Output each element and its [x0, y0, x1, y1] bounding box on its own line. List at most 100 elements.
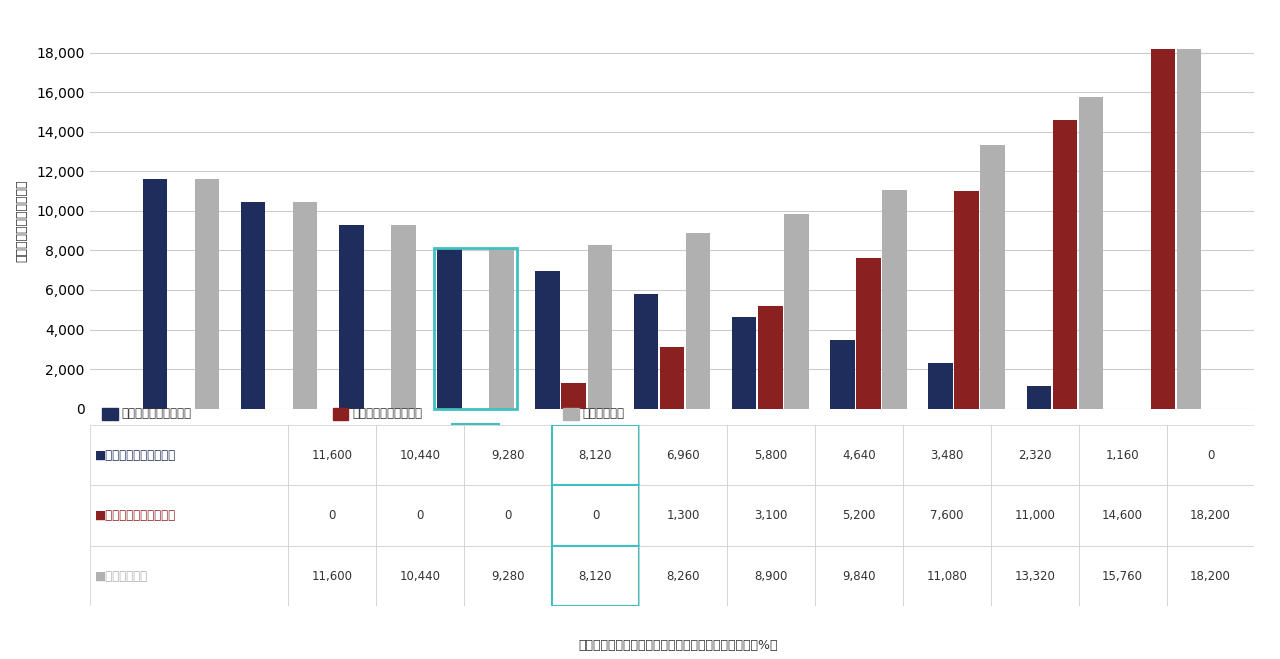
- Text: 2,320: 2,320: [1018, 449, 1051, 462]
- Text: 9,840: 9,840: [842, 569, 876, 583]
- Bar: [463, 425, 552, 486]
- Bar: [376, 425, 463, 486]
- Bar: [1079, 97, 1103, 409]
- Bar: [90, 425, 288, 486]
- Bar: [640, 425, 727, 486]
- Bar: [1151, 49, 1175, 409]
- Text: 9,280: 9,280: [492, 449, 525, 462]
- Text: 13,320: 13,320: [1014, 569, 1055, 583]
- Bar: [463, 486, 552, 546]
- Text: 1,160: 1,160: [1106, 449, 1139, 462]
- Bar: [552, 486, 640, 546]
- Text: 90,000: 90,000: [1043, 426, 1087, 438]
- Text: 20%: 20%: [364, 442, 392, 455]
- Bar: [732, 317, 756, 409]
- Bar: [241, 202, 265, 409]
- Bar: [980, 145, 1005, 409]
- Bar: [535, 271, 561, 409]
- Bar: [562, 383, 586, 409]
- Bar: [489, 248, 513, 409]
- Text: ■一次相続時の納付税額: ■一次相続時の納付税額: [96, 449, 177, 462]
- Bar: [634, 294, 658, 409]
- Bar: [195, 179, 219, 409]
- Bar: [463, 546, 552, 606]
- Text: 18,200: 18,200: [1190, 509, 1231, 522]
- Bar: [376, 546, 463, 606]
- Text: 10,000: 10,000: [257, 426, 301, 438]
- Bar: [727, 425, 815, 486]
- Text: 11,600: 11,600: [311, 449, 352, 462]
- Bar: [727, 546, 815, 606]
- Bar: [1166, 486, 1254, 546]
- Text: 11,080: 11,080: [927, 569, 968, 583]
- Text: 7,600: 7,600: [931, 509, 964, 522]
- Text: 8,120: 8,120: [579, 449, 612, 462]
- Text: 0: 0: [177, 426, 184, 438]
- Bar: [1052, 120, 1078, 409]
- Text: ■納付税額合計: ■納付税額合計: [96, 569, 148, 583]
- Bar: [288, 486, 376, 546]
- Bar: [640, 486, 727, 546]
- Bar: [991, 486, 1079, 546]
- Text: 二次相続時の納付税額: 二次相続時の納付税額: [352, 407, 422, 420]
- Bar: [552, 546, 640, 606]
- Bar: [90, 546, 288, 606]
- Text: 30,000: 30,000: [453, 426, 498, 438]
- Bar: [783, 214, 809, 409]
- Bar: [815, 546, 902, 606]
- Text: 8,260: 8,260: [667, 569, 700, 583]
- Text: 8,900: 8,900: [754, 569, 788, 583]
- Text: 10,440: 10,440: [399, 569, 440, 583]
- Text: 50%: 50%: [658, 442, 686, 455]
- Text: 3,480: 3,480: [931, 449, 964, 462]
- Bar: [1079, 546, 1166, 606]
- Text: 100%: 100%: [1146, 442, 1181, 455]
- Bar: [1166, 425, 1254, 486]
- Bar: [727, 486, 815, 546]
- Bar: [293, 202, 317, 409]
- Text: 14,600: 14,600: [1102, 509, 1143, 522]
- Text: 11,000: 11,000: [1014, 509, 1055, 522]
- Text: 9,280: 9,280: [492, 569, 525, 583]
- Bar: [376, 486, 463, 546]
- Text: 横軸：配偶者の取得財産（千円）、配偶者相続割合（%）: 横軸：配偶者の取得財産（千円）、配偶者相続割合（%）: [579, 639, 778, 652]
- Bar: [1079, 425, 1166, 486]
- Text: 6,960: 6,960: [667, 449, 700, 462]
- Text: 0%: 0%: [170, 442, 191, 455]
- Text: 0: 0: [504, 509, 511, 522]
- Bar: [856, 258, 881, 409]
- Text: 80%: 80%: [952, 442, 980, 455]
- Bar: [991, 546, 1079, 606]
- Bar: [815, 486, 902, 546]
- Bar: [815, 425, 902, 486]
- Bar: [902, 486, 991, 546]
- Text: 70,000: 70,000: [846, 426, 891, 438]
- Bar: [339, 225, 364, 409]
- Bar: [659, 347, 685, 409]
- Text: 5,800: 5,800: [755, 449, 787, 462]
- Bar: [831, 340, 855, 409]
- Text: 60,000: 60,000: [749, 426, 792, 438]
- Bar: [434, 248, 517, 409]
- Bar: [1079, 486, 1166, 546]
- Text: 10,440: 10,440: [399, 449, 440, 462]
- Bar: [686, 233, 710, 409]
- Bar: [882, 190, 906, 409]
- Bar: [1027, 386, 1051, 409]
- Bar: [1166, 546, 1254, 606]
- Text: ■二次相続時の納付税額: ■二次相続時の納付税額: [96, 509, 177, 522]
- Text: 50,000: 50,000: [650, 426, 694, 438]
- Text: 80,000: 80,000: [945, 426, 988, 438]
- Text: 90%: 90%: [1051, 442, 1079, 455]
- Bar: [1176, 49, 1202, 409]
- Text: 20,000: 20,000: [356, 426, 399, 438]
- Text: 70%: 70%: [855, 442, 882, 455]
- Text: 0: 0: [1207, 449, 1215, 462]
- Bar: [288, 546, 376, 606]
- Bar: [552, 425, 640, 486]
- Text: 納付税額合計: 納付税額合計: [582, 407, 625, 420]
- Y-axis label: 縦軸：納付税額（千円）: 縦軸：納付税額（千円）: [15, 179, 28, 262]
- Text: 100,000: 100,000: [1137, 426, 1189, 438]
- Bar: [438, 248, 462, 409]
- Text: 30%: 30%: [462, 442, 489, 455]
